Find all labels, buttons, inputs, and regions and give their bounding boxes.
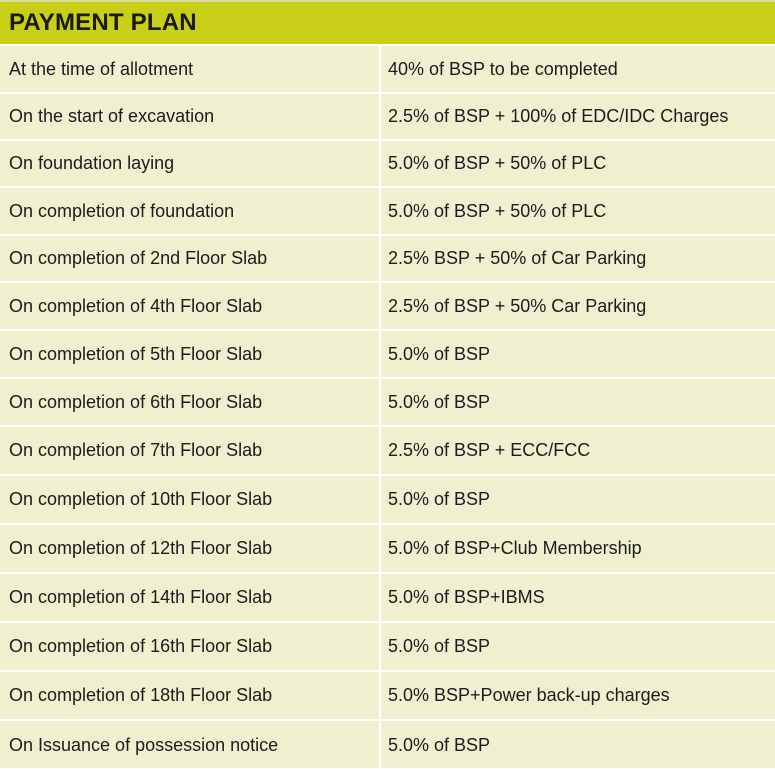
stage-cell: On completion of 18th Floor Slab (0, 672, 381, 719)
amount-cell: 5.0% of BSP (388, 489, 491, 509)
table-row: On Issuance of possession notice 5.0% of… (0, 721, 775, 769)
stage-cell: At the time of allotment (0, 46, 381, 92)
stage-cell: On completion of 14th Floor Slab (0, 574, 381, 621)
table-header: PAYMENT PLAN (0, 2, 775, 46)
table-row: On completion of 12th Floor Slab 5.0% of… (0, 525, 775, 574)
amount-cell: 5.0% of BSP+Club Membership (388, 538, 642, 558)
table-row: On completion of 10th Floor Slab 5.0% of… (0, 476, 775, 525)
amount-cell: 2.5% of BSP + 100% of EDC/IDC Charges (388, 106, 729, 126)
stage-cell: On completion of 12th Floor Slab (0, 525, 381, 572)
amount-cell: 5.0% of BSP + 50% of PLC (388, 200, 607, 221)
stage-cell: On completion of 6th Floor Slab (0, 379, 381, 425)
stage-cell: On Issuance of possession notice (0, 721, 381, 769)
stage-cell: On completion of 10th Floor Slab (0, 476, 381, 523)
amount-cell: 2.5% BSP + 50% of Car Parking (388, 248, 647, 268)
table-row: On completion of 6th Floor Slab 5.0% of … (0, 379, 775, 427)
amount-cell: 40% of BSP to be completed (388, 58, 618, 79)
stage-cell: On completion of 4th Floor Slab (0, 283, 381, 329)
stage-cell: On completion of 7th Floor Slab (0, 427, 381, 474)
table-row: On completion of 2nd Floor Slab 2.5% BSP… (0, 236, 775, 283)
amount-cell: 5.0% of BSP (388, 636, 491, 656)
table-row: On completion of 7th Floor Slab 2.5% of … (0, 427, 775, 476)
table-row: At the time of allotment 40% of BSP to b… (0, 46, 775, 94)
stage-cell: On completion of foundation (0, 188, 381, 234)
amount-cell: 5.0% of BSP (388, 734, 491, 755)
table-row: On completion of 5th Floor Slab 5.0% of … (0, 331, 775, 379)
stage-cell: On foundation laying (0, 141, 381, 186)
amount-cell: 5.0% of BSP (388, 391, 491, 412)
page-title: PAYMENT PLAN (9, 9, 197, 36)
table-body: At the time of allotment 40% of BSP to b… (0, 46, 775, 769)
table-row: On completion of 18th Floor Slab 5.0% BS… (0, 672, 775, 721)
table-row: On completion of foundation 5.0% of BSP … (0, 188, 775, 236)
amount-cell: 5.0% of BSP+IBMS (388, 587, 545, 607)
table-row: On the start of excavation 2.5% of BSP +… (0, 94, 775, 141)
amount-cell: 2.5% of BSP + 50% Car Parking (388, 295, 647, 316)
stage-cell: On the start of excavation (0, 94, 381, 139)
stage-cell: On completion of 5th Floor Slab (0, 331, 381, 377)
table-row: On completion of 14th Floor Slab 5.0% of… (0, 574, 775, 623)
amount-cell: 5.0% of BSP + 50% of PLC (388, 153, 607, 173)
stage-cell: On completion of 2nd Floor Slab (0, 236, 381, 281)
table-row: On completion of 4th Floor Slab 2.5% of … (0, 283, 775, 331)
stage-cell: On completion of 16th Floor Slab (0, 623, 381, 670)
amount-cell: 2.5% of BSP + ECC/FCC (388, 440, 591, 460)
table-row: On foundation laying 5.0% of BSP + 50% o… (0, 141, 775, 188)
amount-cell: 5.0% of BSP (388, 343, 491, 364)
amount-cell: 5.0% BSP+Power back-up charges (388, 685, 670, 705)
table-row: On completion of 16th Floor Slab 5.0% of… (0, 623, 775, 672)
